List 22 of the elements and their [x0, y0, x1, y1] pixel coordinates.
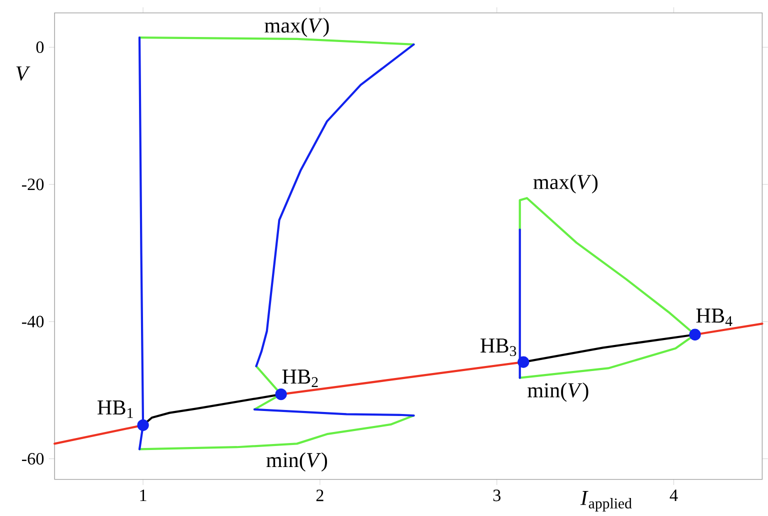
- x-tick-label: 4: [670, 490, 678, 502]
- y-axis-title: V: [16, 66, 30, 81]
- point: [275, 388, 287, 400]
- point: [518, 356, 530, 368]
- annotation: HB$_{3}$: [480, 338, 516, 356]
- annotation: max(V): [533, 174, 598, 194]
- x-tick-label: 3: [493, 490, 500, 502]
- point: [137, 419, 149, 432]
- annotation: min(V): [266, 452, 328, 472]
- x-axis-title: I$_{applied}$: [580, 491, 632, 512]
- point: [689, 328, 701, 340]
- y-tick-label: -20: [22, 178, 44, 190]
- x-tick-label: 1: [140, 490, 146, 502]
- annotation: max(V): [264, 18, 329, 37]
- x-tick-label: 2: [316, 490, 324, 502]
- annotation: HB$_{2}$: [282, 370, 318, 388]
- y-tick-label: -60: [22, 453, 44, 465]
- annotation: HB$_{4}$: [696, 308, 732, 326]
- annotation: HB$_{1}$: [98, 400, 133, 418]
- y-tick-label: 0: [36, 41, 44, 54]
- annotation: min(V): [528, 382, 588, 402]
- y-tick-label: -40: [22, 316, 44, 328]
